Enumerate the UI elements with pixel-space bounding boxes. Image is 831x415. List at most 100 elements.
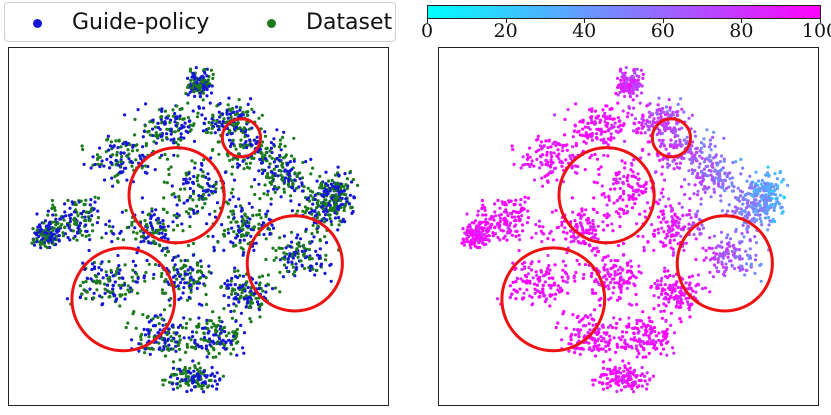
scatter-point: [188, 123, 193, 127]
scatter-point: [484, 217, 488, 221]
scatter-point: [514, 229, 518, 233]
scatter-point: [573, 333, 578, 337]
scatter-point: [181, 229, 185, 233]
scatter-point: [343, 172, 347, 176]
scatter-point: [293, 253, 297, 257]
scatter-point: [502, 218, 506, 222]
scatter-point: [66, 235, 70, 240]
scatter-point: [704, 256, 708, 260]
scatter-point: [98, 294, 102, 298]
scatter-point: [206, 331, 210, 335]
scatter-point: [242, 251, 246, 255]
scatter-point: [120, 155, 124, 159]
scatter-point: [184, 91, 188, 96]
scatter-point: [192, 211, 196, 215]
scatter-point: [711, 179, 715, 183]
scatter-point: [626, 261, 630, 265]
scatter-point: [98, 165, 102, 169]
scatter-point: [196, 183, 200, 187]
scatter-point: [674, 283, 678, 287]
scatter-point: [539, 291, 543, 295]
scatter-point: [211, 76, 215, 80]
scatter-point: [659, 115, 663, 119]
scatter-point: [197, 194, 201, 198]
scatter-point: [246, 102, 250, 106]
scatter-point: [330, 223, 334, 227]
scatter-point: [261, 221, 265, 225]
scatter-point: [179, 138, 183, 142]
scatter-point: [541, 184, 545, 188]
scatter-point: [181, 372, 185, 376]
scatter-point: [345, 186, 349, 191]
scatter-point: [515, 289, 519, 293]
scatter-point: [107, 295, 111, 299]
scatter-point: [136, 108, 140, 112]
scatter-point: [248, 161, 252, 165]
scatter-point: [218, 337, 222, 341]
scatter-point: [195, 270, 200, 274]
scatter-point: [508, 295, 513, 299]
scatter-point: [550, 283, 554, 287]
scatter-point: [186, 125, 190, 129]
scatter-point: [696, 189, 700, 193]
scatter-point: [202, 196, 206, 201]
scatter-point: [678, 317, 682, 321]
scatter-point: [569, 157, 573, 161]
scatter-point: [608, 126, 612, 131]
scatter-point: [617, 378, 621, 382]
scatter-point: [210, 365, 214, 370]
scatter-point: [621, 109, 625, 113]
scatter-point: [247, 201, 251, 206]
scatter-point: [596, 347, 600, 351]
scatter-point: [145, 258, 149, 263]
scatter-point: [291, 265, 296, 269]
scatter-point: [224, 340, 228, 345]
scatter-point: [297, 203, 301, 207]
scatter-point: [569, 338, 573, 342]
scatter-point: [716, 182, 720, 186]
scatter-point: [645, 387, 649, 391]
scatter-point: [659, 109, 663, 113]
scatter-point: [48, 245, 52, 250]
scatter-point: [718, 245, 723, 249]
scatter-point: [319, 264, 323, 268]
scatter-point: [210, 117, 214, 121]
scatter-point: [264, 215, 268, 219]
scatter-point: [193, 77, 197, 81]
scatter-point: [690, 151, 694, 155]
scatter-point: [264, 290, 268, 294]
scatter-point: [153, 242, 157, 246]
scatter-point: [719, 199, 723, 203]
scatter-point: [482, 226, 486, 230]
scatter-point: [237, 98, 241, 102]
scatter-point: [563, 117, 567, 121]
scatter-point: [332, 198, 336, 202]
scatter-point: [709, 173, 713, 177]
scatter-point: [487, 234, 491, 238]
scatter-point: [720, 179, 724, 183]
scatter-point: [191, 278, 195, 282]
scatter-point: [351, 178, 355, 182]
scatter-point: [268, 176, 272, 180]
scatter-point: [741, 267, 745, 271]
scatter-point: [663, 266, 667, 270]
scatter-point: [625, 286, 629, 290]
scatter-point: [144, 142, 148, 146]
scatter-point: [100, 260, 104, 264]
scatter-point: [639, 373, 643, 377]
scatter-point: [254, 296, 258, 301]
scatter-point: [231, 187, 235, 191]
scatter-point: [699, 182, 703, 186]
scatter-point: [545, 150, 549, 154]
scatter-point: [619, 388, 623, 392]
scatter-point: [529, 162, 533, 166]
scatter-point: [269, 146, 273, 150]
scatter-point: [155, 228, 160, 232]
scatter-point: [546, 146, 550, 150]
scatter-point: [659, 220, 663, 224]
scatter-point: [746, 224, 750, 228]
scatter-point: [578, 221, 582, 225]
scatter-point: [599, 335, 603, 339]
scatter-point: [293, 270, 297, 274]
scatter-point: [111, 287, 115, 291]
